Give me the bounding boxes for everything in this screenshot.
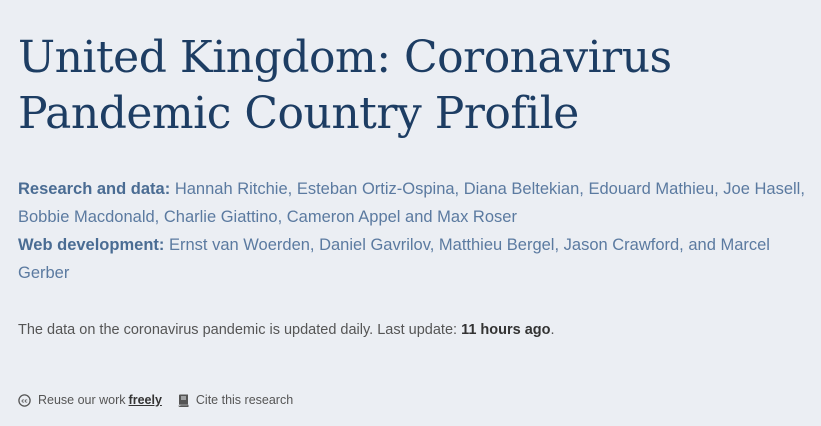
reuse-text: Reuse our work	[38, 393, 126, 407]
research-names: Hannah Ritchie, Esteban Ortiz-Ospina, Di…	[18, 180, 805, 226]
tools-bar: cc Reuse our work freely Cite this resea…	[18, 390, 293, 410]
reuse-work-link[interactable]: cc Reuse our work freely	[18, 390, 162, 410]
authors-block: Research and data: Hannah Ritchie, Esteb…	[18, 175, 808, 287]
web-development-names: Ernst van Woerden, Daniel Gavrilov, Matt…	[18, 236, 770, 282]
freely-link[interactable]: freely	[128, 393, 162, 407]
book-icon	[178, 394, 189, 407]
update-text: The data on the coronavirus pandemic is …	[18, 322, 462, 338]
page-title: United Kingdom: Coronavirus Pandemic Cou…	[18, 32, 672, 139]
research-label: Research and data:	[18, 180, 171, 198]
last-update-note: The data on the coronavirus pandemic is …	[18, 319, 555, 341]
update-time: 11 hours ago	[461, 322, 551, 338]
cite-text: Cite this research	[195, 393, 294, 407]
cite-research-link[interactable]: Cite this research	[178, 390, 293, 410]
web-credits: Web development: Ernst van Woerden, Dani…	[18, 231, 808, 287]
svg-text:cc: cc	[21, 398, 27, 404]
research-credits: Research and data: Hannah Ritchie, Esteb…	[18, 175, 808, 231]
web-development-label: Web development:	[18, 236, 165, 254]
update-suffix: .	[550, 322, 555, 338]
page-header: United Kingdom: Coronavirus Pandemic Cou…	[18, 30, 808, 142]
cc-icon: cc	[18, 393, 31, 407]
